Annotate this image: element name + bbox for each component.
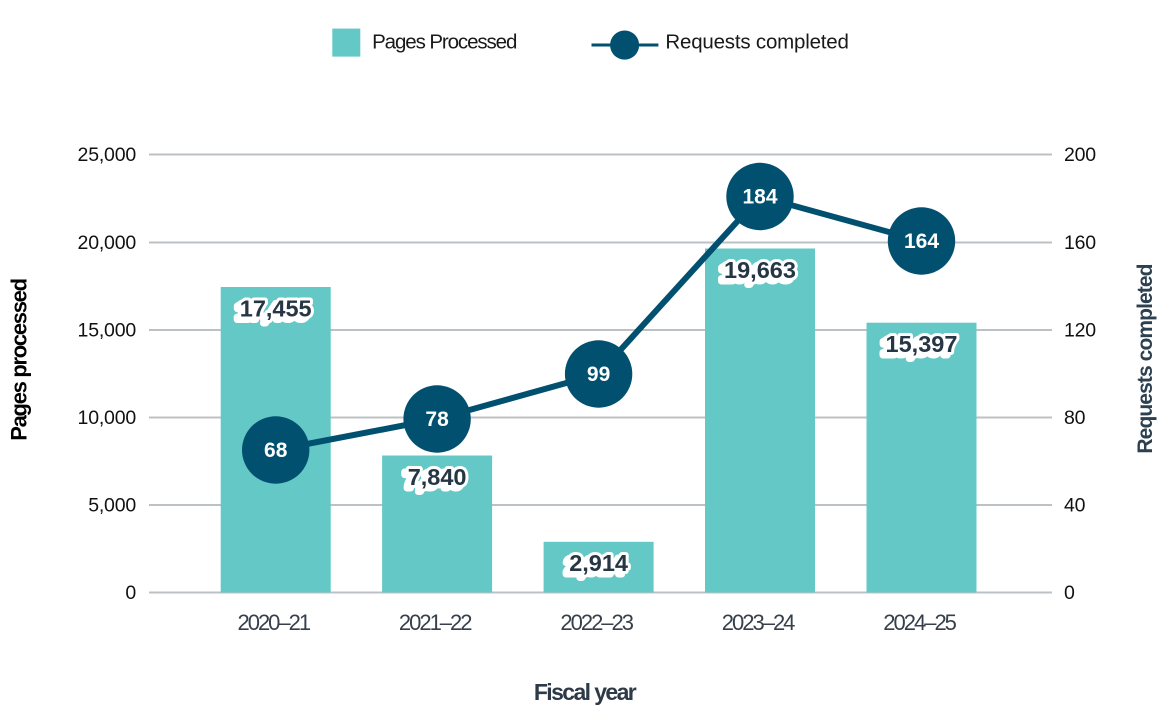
svg-text:2,914: 2,914 [565,553,624,579]
svg-text:164: 164 [904,230,939,253]
svg-text:7,840: 7,840 [404,467,463,493]
svg-text:40: 40 [1064,495,1086,517]
svg-text:17,455: 17,455 [240,296,312,322]
svg-text:2,914: 2,914 [569,550,628,576]
svg-text:2021–22: 2021–22 [399,610,472,635]
svg-text:99: 99 [587,363,610,386]
svg-text:19,663: 19,663 [724,257,796,283]
svg-text:2,914: 2,914 [569,550,628,576]
svg-text:2024–25: 2024–25 [883,610,956,635]
svg-text:Fiscal year: Fiscal year [534,679,637,705]
svg-text:19,663: 19,663 [724,257,796,283]
svg-text:2023–24: 2023–24 [722,610,795,635]
svg-text:17,455: 17,455 [236,299,308,325]
svg-text:10,000: 10,000 [78,407,137,429]
svg-text:200: 200 [1064,144,1096,166]
svg-text:15,000: 15,000 [78,320,137,342]
svg-text:19,663: 19,663 [720,260,792,286]
svg-text:120: 120 [1064,320,1096,342]
svg-text:17,455: 17,455 [240,296,312,322]
svg-text:Requests completed: Requests completed [1134,264,1157,453]
svg-text:0: 0 [125,582,136,604]
svg-text:Pages Processed: Pages Processed [372,31,517,54]
svg-text:78: 78 [425,408,449,431]
svg-text:5,000: 5,000 [88,495,136,517]
svg-text:80: 80 [1064,407,1086,429]
svg-text:25,000: 25,000 [78,144,137,166]
svg-text:Requests completed: Requests completed [665,31,848,54]
svg-text:7,840: 7,840 [408,464,467,490]
svg-text:Pages processed: Pages processed [7,279,32,441]
svg-text:2020–21: 2020–21 [237,610,310,635]
svg-text:15,397: 15,397 [886,331,958,357]
svg-text:15,397: 15,397 [886,331,958,357]
svg-text:68: 68 [264,439,288,462]
svg-text:184: 184 [742,186,777,209]
svg-text:15,397: 15,397 [882,334,954,360]
svg-text:160: 160 [1064,232,1096,254]
svg-text:20,000: 20,000 [78,232,137,254]
svg-text:2022–23: 2022–23 [560,610,633,635]
svg-text:0: 0 [1064,582,1075,604]
svg-text:7,840: 7,840 [408,464,467,490]
